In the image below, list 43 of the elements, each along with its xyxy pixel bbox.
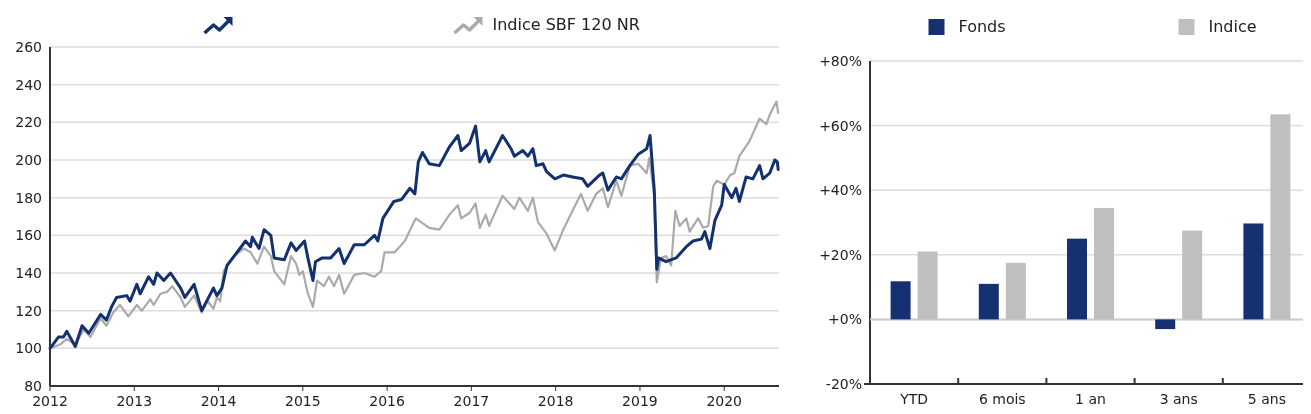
bar — [1067, 238, 1087, 320]
x-tick-label: 3 ans — [1159, 391, 1198, 407]
x-tick-label: 2016 — [369, 393, 406, 409]
y-tick-label: +80% — [819, 52, 862, 69]
y-tick-label: 220 — [15, 114, 42, 131]
bar — [1270, 114, 1291, 320]
y-tick-label: +20% — [819, 246, 862, 263]
y-tick-label: -20% — [825, 375, 862, 392]
y-tick-label: 80 — [24, 377, 42, 394]
bar — [890, 281, 911, 320]
bar — [978, 283, 999, 320]
bar — [917, 251, 938, 320]
x-tick-label: 2014 — [200, 393, 237, 409]
y-tick-label: 160 — [15, 227, 42, 244]
y-tick-label: 120 — [15, 302, 42, 319]
x-tick-label: 2013 — [116, 393, 153, 409]
x-tick-label: 2020 — [706, 393, 743, 409]
x-tick-label: 2017 — [453, 393, 490, 409]
bar — [1005, 262, 1026, 320]
x-tick-label: 2019 — [622, 393, 658, 409]
x-tick-label: 2012 — [32, 393, 68, 409]
legend-label: Indice SBF 120 NR — [492, 15, 640, 34]
x-tick-label: 6 mois — [978, 391, 1026, 407]
legend-label: Fonds — [958, 17, 1006, 36]
x-tick-label: 1 an — [1075, 391, 1106, 407]
y-tick-label: +0% — [828, 311, 862, 328]
x-tick-label: 2018 — [537, 393, 574, 409]
y-tick-label: 100 — [15, 340, 42, 357]
bar — [1182, 230, 1203, 320]
legend-label: Indice — [1208, 17, 1257, 36]
bar — [1155, 319, 1176, 330]
y-tick-label: 240 — [15, 76, 42, 93]
x-tick-label: YTD — [899, 391, 929, 407]
x-tick-label: 2015 — [285, 393, 321, 409]
y-tick-label: +60% — [819, 117, 862, 134]
y-tick-label: 260 — [15, 38, 42, 55]
x-tick-label: 5 ans — [1247, 391, 1286, 407]
bar — [1243, 223, 1264, 320]
y-tick-label: 200 — [15, 151, 42, 168]
y-tick-label: 140 — [15, 264, 42, 281]
y-tick-label: +40% — [819, 182, 862, 199]
y-tick-label: 180 — [15, 189, 42, 206]
bar — [1094, 207, 1114, 320]
